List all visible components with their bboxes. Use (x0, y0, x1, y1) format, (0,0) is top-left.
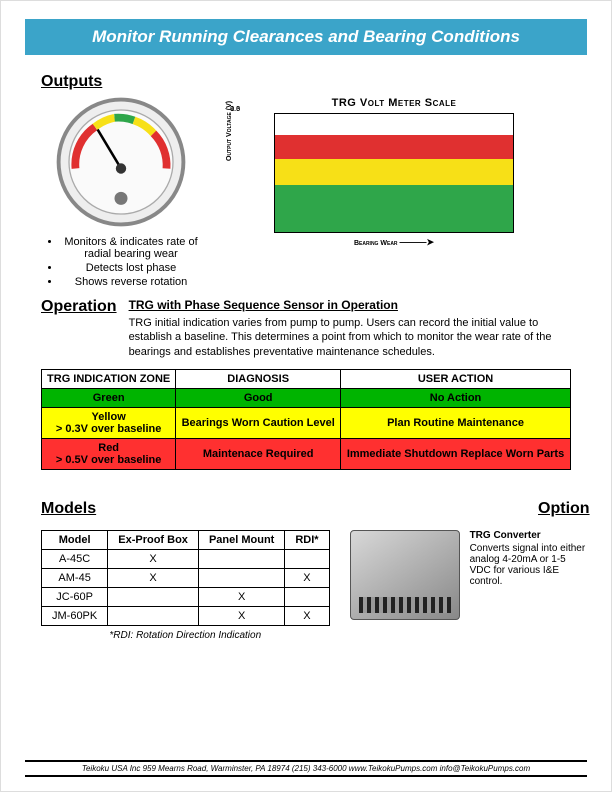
models-header: Panel Mount (198, 530, 284, 549)
zone-table: TRG INDICATION ZONEDIAGNOSISUSER ACTION … (41, 369, 571, 470)
zone-header: DIAGNOSIS (176, 369, 341, 388)
zone-cell: Plan Routine Maintenance (341, 407, 571, 438)
chart-band-safety (275, 185, 513, 232)
converter-image (350, 530, 460, 620)
models-cell: JM-60PK (42, 606, 108, 625)
chart-band-caution (275, 159, 513, 185)
models-table: ModelEx-Proof BoxPanel MountRDI* A-45CXA… (41, 530, 330, 626)
models-cell: JC-60P (42, 587, 108, 606)
page-footer: Teikoku USA Inc 959 Mearns Road, Warmins… (25, 760, 587, 777)
gauge-meter (56, 97, 186, 227)
models-cell (198, 549, 284, 568)
zone-row: Yellow> 0.3V over baselineBearings Worn … (42, 407, 571, 438)
models-cell: X (285, 606, 329, 625)
models-cell: X (108, 549, 199, 568)
models-cell (285, 549, 329, 568)
models-cell (108, 587, 199, 606)
zone-cell: Yellow> 0.3V over baseline (42, 407, 176, 438)
models-row: JC-60P X (42, 587, 330, 606)
option-heading: Option (538, 500, 590, 518)
models-cell (108, 606, 199, 625)
outputs-heading: Outputs (41, 73, 102, 91)
zone-header: TRG INDICATION ZONE (42, 369, 176, 388)
models-cell: X (198, 606, 284, 625)
models-cell (285, 587, 329, 606)
gauge-column: Monitors & indicates rate of radial bear… (41, 97, 201, 290)
zone-cell: Maintenace Required (176, 438, 341, 469)
models-header: Model (42, 530, 108, 549)
models-cell: AM-45 (42, 568, 108, 587)
models-cell: A-45C (42, 549, 108, 568)
models-row: A-45CX (42, 549, 330, 568)
zone-cell: Green (42, 388, 176, 407)
volt-meter-chart (274, 113, 514, 233)
zone-cell: Red> 0.5V over baseline (42, 438, 176, 469)
models-cell (198, 568, 284, 587)
models-cell: X (108, 568, 199, 587)
zone-header: USER ACTION (341, 369, 571, 388)
x-axis-label: Bearing Wear ———➤ (274, 237, 514, 248)
models-cell: X (198, 587, 284, 606)
models-header: Ex-Proof Box (108, 530, 199, 549)
chart-band-reverse (275, 114, 513, 135)
page-banner: Monitor Running Clearances and Bearing C… (25, 19, 587, 55)
bullet-item: Detects lost phase (61, 262, 201, 274)
operation-text: TRG initial indication varies from pump … (129, 316, 571, 359)
bullet-item: Shows reverse rotation (61, 276, 201, 288)
models-header: RDI* (285, 530, 329, 549)
zone-cell: Bearings Worn Caution Level (176, 407, 341, 438)
models-row: JM-60PK XX (42, 606, 330, 625)
models-heading: Models (41, 500, 96, 518)
bullet-item: Monitors & indicates rate of radial bear… (61, 236, 201, 260)
operation-subtitle: TRG with Phase Sequence Sensor in Operat… (129, 298, 571, 312)
models-footnote: *RDI: Rotation Direction Indication (41, 630, 330, 641)
operation-heading: Operation (41, 298, 117, 316)
zone-row: Red> 0.5V over baselineMaintenace Requir… (42, 438, 571, 469)
models-row: AM-45XX (42, 568, 330, 587)
models-cell: X (285, 568, 329, 587)
y-axis-label: Output Voltage (V) (226, 100, 233, 160)
chart-band-danger (275, 135, 513, 159)
outputs-bullets: Monitors & indicates rate of radial bear… (61, 236, 201, 288)
chart-column: TRG Volt Meter Scale 0.30.61.0 Output Vo… (217, 97, 571, 248)
chart-title: TRG Volt Meter Scale (217, 97, 571, 109)
zone-cell: Good (176, 388, 341, 407)
zone-cell: No Action (341, 388, 571, 407)
zone-cell: Immediate Shutdown Replace Worn Parts (341, 438, 571, 469)
zone-row: GreenGoodNo Action (42, 388, 571, 407)
option-text: TRG Converter Converts signal into eithe… (470, 530, 590, 587)
